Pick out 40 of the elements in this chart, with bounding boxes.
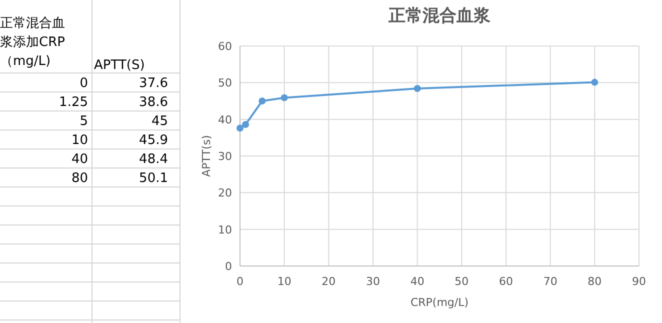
x-tick-label: 70	[543, 275, 558, 288]
x-tick-label: 10	[277, 275, 292, 288]
x-tick-label: 80	[588, 275, 602, 288]
x-tick-label: 40	[410, 275, 424, 288]
point	[591, 78, 598, 86]
text: 45.9	[139, 133, 168, 148]
x-tick-label: 60	[499, 275, 513, 288]
point	[242, 120, 250, 128]
text: 48.4	[139, 152, 168, 167]
x-tick-label: 50	[454, 275, 469, 288]
y-tick-label: 0	[225, 260, 232, 273]
y-axis-title: APTT(s)	[200, 135, 213, 177]
text: 正常混合血浆添加CRP（mg/L)	[0, 15, 66, 71]
text: 10	[71, 133, 88, 148]
text: 80	[71, 171, 88, 186]
text: 45	[151, 114, 168, 129]
x-tick-label: 20	[322, 275, 336, 288]
text: 50.1	[139, 171, 168, 186]
text: APTT(S)	[94, 57, 146, 75]
text: 38.6	[139, 95, 168, 110]
y-tick-label: 30	[218, 150, 232, 163]
x-tick-label: 30	[366, 275, 380, 288]
y-tick-label: 20	[218, 186, 232, 200]
chart-title: 正常混合血浆	[388, 6, 490, 26]
text: 37.6	[139, 76, 168, 91]
y-tick-label: 60	[218, 40, 232, 53]
point	[280, 94, 288, 102]
text: 1.25	[59, 95, 88, 110]
y-tick-label: 10	[218, 223, 232, 236]
text: 40	[71, 152, 88, 167]
point	[236, 124, 244, 132]
text: 0	[80, 76, 88, 91]
point	[258, 98, 266, 104]
x-tick-label: 0	[236, 275, 244, 288]
text: 5	[80, 114, 88, 129]
point	[414, 85, 421, 92]
x-axis-title: CRP(mg/L)	[410, 296, 469, 309]
y-tick-label: 50	[218, 76, 232, 90]
x-tick-label: 90	[632, 275, 646, 288]
y-tick-label: 40	[218, 113, 232, 126]
